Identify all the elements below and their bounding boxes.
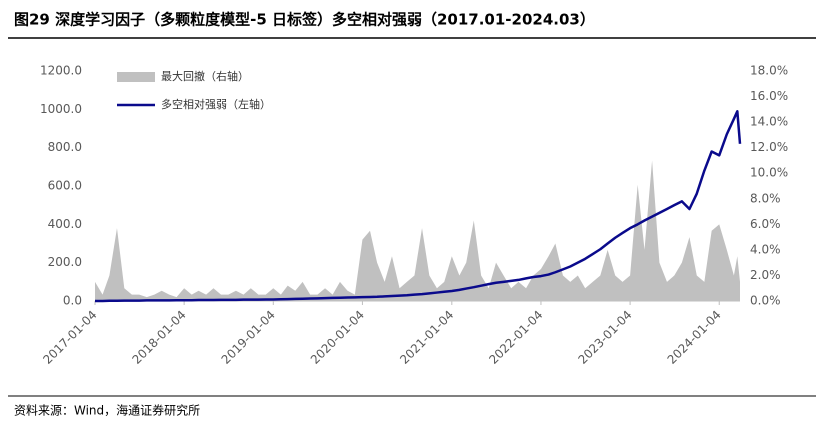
x-tick-label: 2022-01-04: [486, 308, 545, 367]
source: 资料来源：Wind，海通证券研究所: [14, 403, 200, 418]
y-tick-label: 800.0: [48, 140, 82, 154]
chart-title: 图29 深度学习因子（多颗粒度模型-5 日标签）多空相对强弱（2017.01-2…: [14, 11, 595, 29]
x-tick-label: 2017-01-04: [40, 308, 99, 367]
y2-tick-label: 0.0%: [750, 294, 781, 308]
x-tick-label: 2019-01-04: [219, 308, 278, 367]
y2-tick-label: 18.0%: [750, 64, 788, 78]
y2-tick-label: 12.0%: [750, 140, 788, 154]
y2-tick-label: 6.0%: [750, 217, 781, 231]
y-tick-label: 400.0: [48, 217, 82, 231]
y-tick-label: 0.0: [63, 294, 82, 308]
y-tick-label: 1200.0: [40, 64, 82, 78]
y2-tick-label: 16.0%: [750, 89, 788, 103]
x-tick-label: 2023-01-04: [575, 308, 634, 367]
y2-tick-label: 10.0%: [750, 166, 788, 180]
y2-tick-label: 8.0%: [750, 191, 781, 205]
x-tick-label: 2020-01-04: [308, 308, 367, 367]
x-tick-label: 2018-01-04: [130, 308, 189, 367]
y2-tick-label: 4.0%: [750, 242, 781, 256]
legend-label: 多空相对强弱（左轴）: [161, 97, 271, 111]
y-tick-label: 1000.0: [40, 102, 82, 116]
x-tick-label: 2021-01-04: [397, 308, 456, 367]
y-tick-label: 200.0: [48, 255, 82, 269]
y-tick-label: 600.0: [48, 179, 82, 193]
y2-tick-label: 14.0%: [750, 115, 788, 129]
x-tick-label: 2024-01-04: [665, 308, 724, 367]
legend-label: 最大回撤（右轴）: [161, 69, 249, 83]
strength-line: [95, 110, 742, 303]
drawdown-area: [95, 160, 740, 301]
y2-tick-label: 2.0%: [750, 268, 781, 282]
legend-swatch: [117, 72, 155, 82]
